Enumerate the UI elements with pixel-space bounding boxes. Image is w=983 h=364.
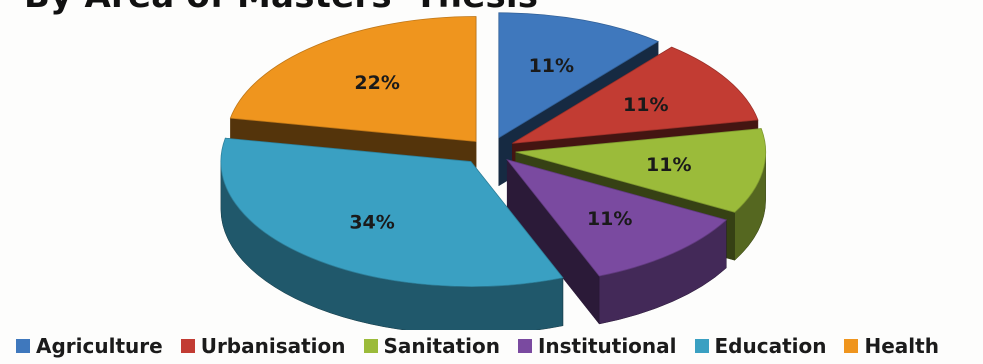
legend-swatch-sanitation	[363, 339, 378, 353]
pie-tops-layer	[220, 12, 767, 287]
legend-item-education: Education	[694, 334, 827, 358]
legend-swatch-institutional	[517, 339, 532, 353]
legend-swatch-education	[694, 339, 709, 353]
data-label-institutional: 11%	[587, 208, 632, 230]
legend-item-agriculture: Agriculture	[16, 334, 163, 358]
legend-label-education: Education	[714, 334, 827, 358]
legend-label-health: Health	[864, 334, 939, 358]
legend-item-urbanisation: Urbanisation	[180, 334, 346, 358]
pie-chart: 11% 11% 11% 11% 34% 22%	[220, 12, 767, 330]
pie-slice-health	[229, 16, 477, 142]
legend-swatch-health	[844, 339, 859, 353]
data-label-education: 34%	[349, 211, 394, 233]
chart-title: By Area of Masters' Thesis	[24, 0, 538, 16]
pie-slice-agriculture	[498, 12, 660, 139]
legend-label-sanitation: Sanitation	[383, 334, 500, 358]
legend-item-health: Health	[844, 334, 939, 358]
pie-slice-institutional	[506, 159, 728, 277]
pie-slice-education	[220, 137, 564, 287]
data-label-health: 22%	[354, 72, 399, 94]
chart-legend: Agriculture Urbanisation Sanitation Institu…	[16, 334, 939, 358]
legend-swatch-urbanisation	[180, 339, 195, 353]
legend-label-urbanisation: Urbanisation	[200, 334, 346, 358]
legend-label-institutional: Institutional	[537, 334, 677, 358]
pie-slice-sanitation	[515, 128, 767, 213]
pie-slice-urbanisation	[512, 46, 759, 144]
data-label-sanitation: 11%	[646, 154, 691, 176]
legend-swatch-agriculture	[16, 339, 30, 353]
legend-item-institutional: Institutional	[517, 334, 677, 358]
legend-item-sanitation: Sanitation	[363, 334, 500, 358]
data-label-agriculture: 11%	[529, 55, 574, 77]
legend-label-agriculture: Agriculture	[36, 334, 163, 358]
data-label-urbanisation: 11%	[623, 94, 668, 116]
pie-labels-layer: 11% 11% 11% 11% 34% 22%	[349, 55, 691, 233]
